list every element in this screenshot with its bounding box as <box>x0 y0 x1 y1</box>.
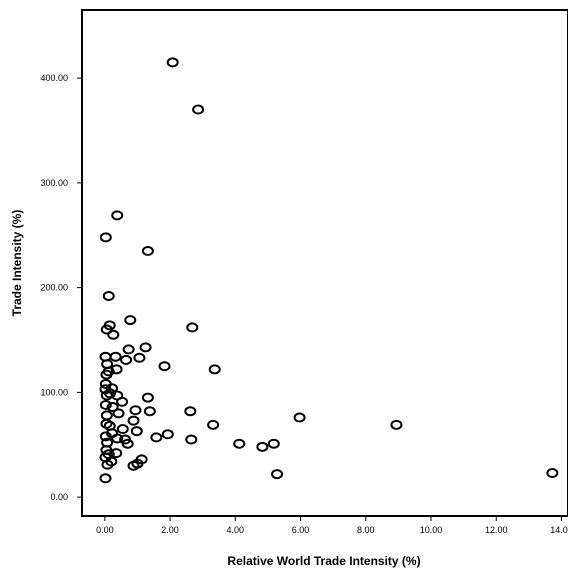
data-points <box>99 57 559 484</box>
data-point <box>184 406 197 417</box>
data-point <box>256 441 269 452</box>
data-point <box>104 388 117 399</box>
y-tick-label: 200.00 <box>40 283 68 293</box>
x-tick-label: 0.00 <box>96 525 114 535</box>
data-point <box>120 354 133 365</box>
data-point <box>185 434 198 445</box>
data-point <box>166 57 179 68</box>
data-point <box>124 315 137 326</box>
data-point <box>129 405 142 416</box>
y-tick-label: 100.00 <box>40 387 68 397</box>
data-point <box>192 104 205 115</box>
data-point <box>99 232 112 243</box>
data-point <box>233 438 246 449</box>
x-tick-label: 4.00 <box>227 525 245 535</box>
data-point <box>111 210 124 221</box>
data-point <box>100 324 113 335</box>
data-point <box>158 361 171 372</box>
data-point <box>127 415 140 426</box>
data-point <box>106 402 119 413</box>
x-axis-title: Relative World Trade Intensity (%) <box>227 554 420 568</box>
data-point <box>267 438 280 449</box>
data-point <box>208 364 221 375</box>
plot-frame <box>81 9 568 517</box>
data-point <box>100 369 113 380</box>
x-tick-label: 8.00 <box>357 525 375 535</box>
data-point <box>546 468 559 479</box>
data-point <box>141 245 154 256</box>
y-axis-title: Trade Intensity (%) <box>10 210 24 317</box>
data-point <box>99 473 112 484</box>
data-point <box>122 344 135 355</box>
data-point <box>99 399 112 410</box>
x-tick-label: 12.00 <box>485 525 508 535</box>
data-point <box>133 352 146 363</box>
y-tick-label: 400.00 <box>40 73 68 83</box>
x-tick-label: 10.00 <box>420 525 443 535</box>
data-point <box>106 383 119 394</box>
data-point <box>116 396 129 407</box>
data-point <box>111 433 124 444</box>
x-tick-label: 14.00 <box>550 525 568 535</box>
y-tick-label: 300.00 <box>40 178 68 188</box>
data-point <box>390 419 403 430</box>
data-point <box>271 469 284 480</box>
data-point <box>110 364 123 375</box>
x-tick-label: 6.00 <box>292 525 310 535</box>
data-point <box>101 459 114 470</box>
data-point <box>293 412 306 423</box>
data-point <box>127 460 140 471</box>
data-point <box>207 419 220 430</box>
data-point <box>139 342 152 353</box>
data-point <box>110 448 123 459</box>
y-tick-label: 0.00 <box>50 492 68 502</box>
data-point <box>161 429 174 440</box>
x-tick-label: 2.00 <box>161 525 179 535</box>
x-axis-ticks: 0.00 2.00 4.00 6.00 8.00 10.00 12.00 14.00 <box>96 516 568 535</box>
data-point <box>130 426 143 437</box>
data-point <box>107 329 120 340</box>
data-point <box>143 406 156 417</box>
data-point <box>186 322 199 333</box>
y-axis-ticks: 0.00 100.00 200.00 300.00 400.00 <box>40 73 82 502</box>
data-point <box>112 408 125 419</box>
data-point <box>116 424 129 435</box>
data-point <box>100 418 113 429</box>
data-point <box>141 392 154 403</box>
data-point <box>121 438 134 449</box>
data-point <box>150 432 163 443</box>
data-point <box>102 291 115 301</box>
